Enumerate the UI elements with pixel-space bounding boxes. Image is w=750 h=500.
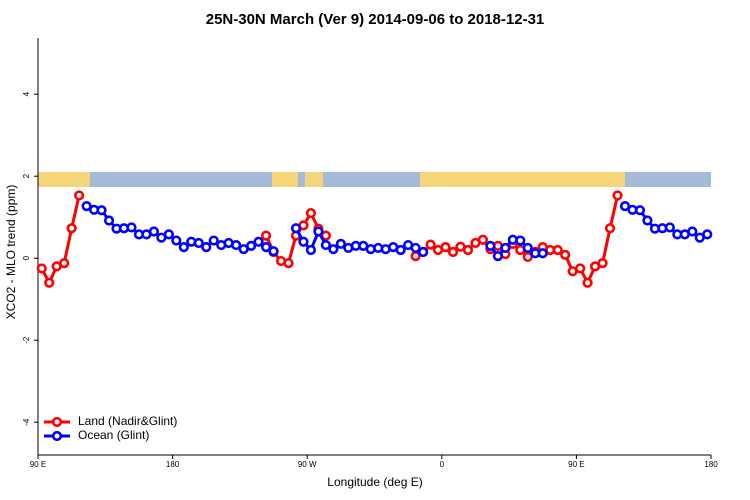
data-point <box>604 223 616 234</box>
data-point <box>320 239 331 251</box>
data-point <box>260 230 272 241</box>
data-point <box>96 205 107 216</box>
data-point <box>253 236 264 247</box>
data-point <box>246 240 257 251</box>
x-tick-label: 90 E <box>30 460 46 469</box>
data-point <box>418 246 429 258</box>
data-point <box>485 240 496 251</box>
x-tick-label: 90 E <box>568 460 584 469</box>
data-point <box>522 242 533 254</box>
data-point <box>305 207 317 219</box>
data-point <box>440 242 451 253</box>
x-axis-label: Longitude (deg E) <box>327 475 422 489</box>
data-point <box>597 258 608 269</box>
data-point <box>634 205 646 216</box>
x-tick-label: 180 <box>704 460 718 469</box>
data-point <box>410 242 421 254</box>
data-point <box>36 263 47 274</box>
legend-marker <box>51 416 63 428</box>
data-point <box>305 244 317 256</box>
y-tick-label: 2 <box>22 173 31 178</box>
data-point <box>515 235 526 246</box>
x-tick-label: 90 W <box>298 460 317 469</box>
y-tick-label: 4 <box>22 91 31 96</box>
chart-title: 25N-30N March (Ver 9) 2014-09-06 to 2018… <box>206 11 545 28</box>
y-axis-label: XCO2 - MLO trend (ppm) <box>4 185 18 320</box>
data-point <box>687 226 698 237</box>
land-mask-strip <box>38 172 711 187</box>
data-point <box>208 235 219 246</box>
data-point <box>231 239 242 251</box>
data-point <box>193 237 204 249</box>
legend-label: Land (Nadir&Glint) <box>78 414 177 428</box>
data-point <box>103 215 115 226</box>
data-point <box>522 251 533 263</box>
data-point <box>298 236 309 247</box>
data-point <box>619 201 631 212</box>
data-point <box>335 238 346 249</box>
legend-label: Ocean (Glint) <box>78 428 149 442</box>
data-point <box>126 222 137 233</box>
data-point <box>44 277 55 288</box>
data-point <box>260 242 272 253</box>
y-tick-label: -2 <box>22 336 31 344</box>
data-point <box>425 239 436 250</box>
data-point <box>59 258 70 269</box>
data-point <box>66 223 77 234</box>
data-point <box>664 222 675 233</box>
data-point <box>537 248 548 259</box>
data-point <box>447 246 459 258</box>
data-point <box>642 215 653 226</box>
data-point <box>582 277 593 288</box>
data-point <box>702 229 713 240</box>
data-point <box>283 258 294 269</box>
data-point <box>328 244 339 255</box>
x-tick-label: 0 <box>440 460 445 469</box>
data-point <box>171 235 182 246</box>
data-point <box>313 226 324 237</box>
data-point <box>178 242 189 253</box>
legend-marker <box>51 430 63 442</box>
data-point <box>462 244 474 256</box>
data-point <box>575 263 586 274</box>
data-point <box>148 226 160 237</box>
data-point <box>477 234 489 245</box>
data-point <box>492 251 503 262</box>
data-point <box>268 246 279 257</box>
y-tick-label: -4 <box>22 418 31 426</box>
data-point <box>290 223 302 234</box>
y-tick-label: 0 <box>22 255 31 260</box>
data-point <box>612 190 623 201</box>
data-point <box>552 244 563 256</box>
data-point <box>81 201 92 212</box>
data-point <box>163 229 174 240</box>
data-point <box>560 249 571 261</box>
data-point <box>500 242 511 254</box>
data-point <box>201 242 212 253</box>
x-tick-label: 180 <box>166 460 180 469</box>
data-point <box>74 190 85 201</box>
series-line <box>40 195 619 287</box>
data-point <box>395 244 406 256</box>
